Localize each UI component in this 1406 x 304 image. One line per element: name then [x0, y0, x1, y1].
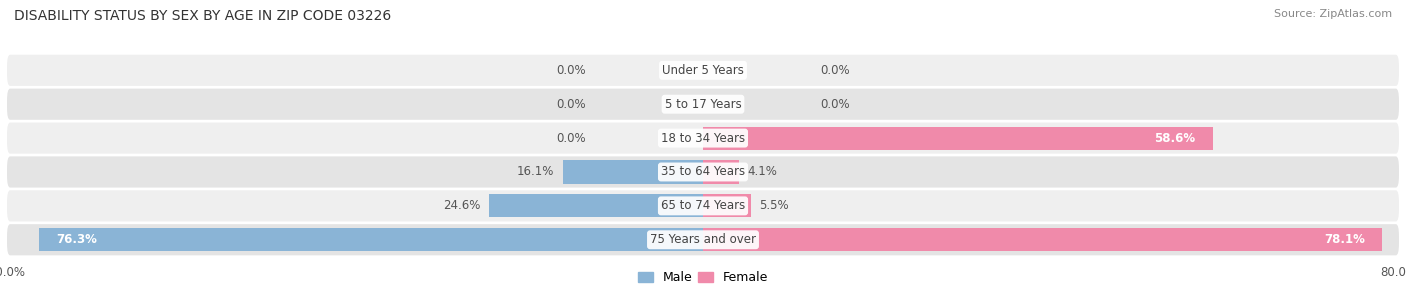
Text: 65 to 74 Years: 65 to 74 Years [661, 199, 745, 212]
Text: 75 Years and over: 75 Years and over [650, 233, 756, 246]
Text: 24.6%: 24.6% [443, 199, 481, 212]
Text: 76.3%: 76.3% [56, 233, 97, 246]
Text: 0.0%: 0.0% [555, 132, 585, 145]
Bar [489, 194, 703, 217]
Bar [39, 228, 703, 251]
Text: Under 5 Years: Under 5 Years [662, 64, 744, 77]
FancyBboxPatch shape [7, 89, 1399, 120]
FancyBboxPatch shape [7, 123, 1399, 154]
Text: 58.6%: 58.6% [1154, 132, 1195, 145]
Bar [703, 228, 1382, 251]
Text: 5 to 17 Years: 5 to 17 Years [665, 98, 741, 111]
Text: 0.0%: 0.0% [821, 98, 851, 111]
Text: 0.0%: 0.0% [821, 64, 851, 77]
Text: 0.0%: 0.0% [555, 98, 585, 111]
Text: Source: ZipAtlas.com: Source: ZipAtlas.com [1274, 9, 1392, 19]
Bar [562, 161, 703, 184]
FancyBboxPatch shape [7, 224, 1399, 255]
FancyBboxPatch shape [7, 55, 1399, 86]
Bar [703, 126, 1213, 150]
Text: 78.1%: 78.1% [1324, 233, 1365, 246]
FancyBboxPatch shape [7, 156, 1399, 188]
Text: 0.0%: 0.0% [555, 64, 585, 77]
Text: 18 to 34 Years: 18 to 34 Years [661, 132, 745, 145]
Text: 5.5%: 5.5% [759, 199, 789, 212]
Text: 35 to 64 Years: 35 to 64 Years [661, 165, 745, 178]
Legend: Male, Female: Male, Female [633, 266, 773, 289]
Text: 4.1%: 4.1% [748, 165, 778, 178]
Bar [703, 194, 751, 217]
Text: 16.1%: 16.1% [517, 165, 554, 178]
Bar [703, 161, 738, 184]
Text: DISABILITY STATUS BY SEX BY AGE IN ZIP CODE 03226: DISABILITY STATUS BY SEX BY AGE IN ZIP C… [14, 9, 391, 23]
FancyBboxPatch shape [7, 190, 1399, 221]
